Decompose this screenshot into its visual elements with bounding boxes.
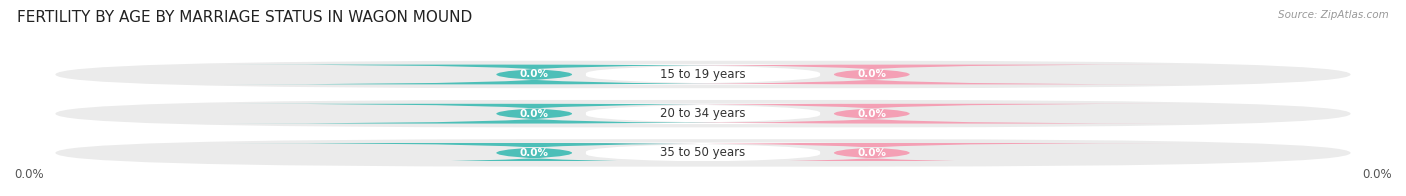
Text: 0.0%: 0.0%	[858, 69, 886, 80]
FancyBboxPatch shape	[562, 65, 1181, 84]
FancyBboxPatch shape	[225, 104, 844, 123]
Text: 0.0%: 0.0%	[1362, 168, 1392, 181]
FancyBboxPatch shape	[562, 104, 1181, 123]
FancyBboxPatch shape	[55, 139, 1351, 167]
Text: 0.0%: 0.0%	[858, 109, 886, 119]
Text: 0.0%: 0.0%	[520, 148, 548, 158]
Text: 0.0%: 0.0%	[14, 168, 44, 181]
Text: 0.0%: 0.0%	[858, 148, 886, 158]
Text: 0.0%: 0.0%	[520, 69, 548, 80]
Text: 35 to 50 years: 35 to 50 years	[661, 146, 745, 159]
FancyBboxPatch shape	[492, 103, 914, 124]
Text: 0.0%: 0.0%	[520, 109, 548, 119]
FancyBboxPatch shape	[492, 142, 914, 163]
Text: Source: ZipAtlas.com: Source: ZipAtlas.com	[1278, 10, 1389, 20]
FancyBboxPatch shape	[492, 64, 914, 85]
FancyBboxPatch shape	[55, 100, 1351, 127]
FancyBboxPatch shape	[225, 143, 844, 163]
Text: FERTILITY BY AGE BY MARRIAGE STATUS IN WAGON MOUND: FERTILITY BY AGE BY MARRIAGE STATUS IN W…	[17, 10, 472, 25]
Text: 15 to 19 years: 15 to 19 years	[661, 68, 745, 81]
Text: 20 to 34 years: 20 to 34 years	[661, 107, 745, 120]
FancyBboxPatch shape	[225, 65, 844, 84]
FancyBboxPatch shape	[55, 61, 1351, 88]
FancyBboxPatch shape	[562, 143, 1181, 163]
